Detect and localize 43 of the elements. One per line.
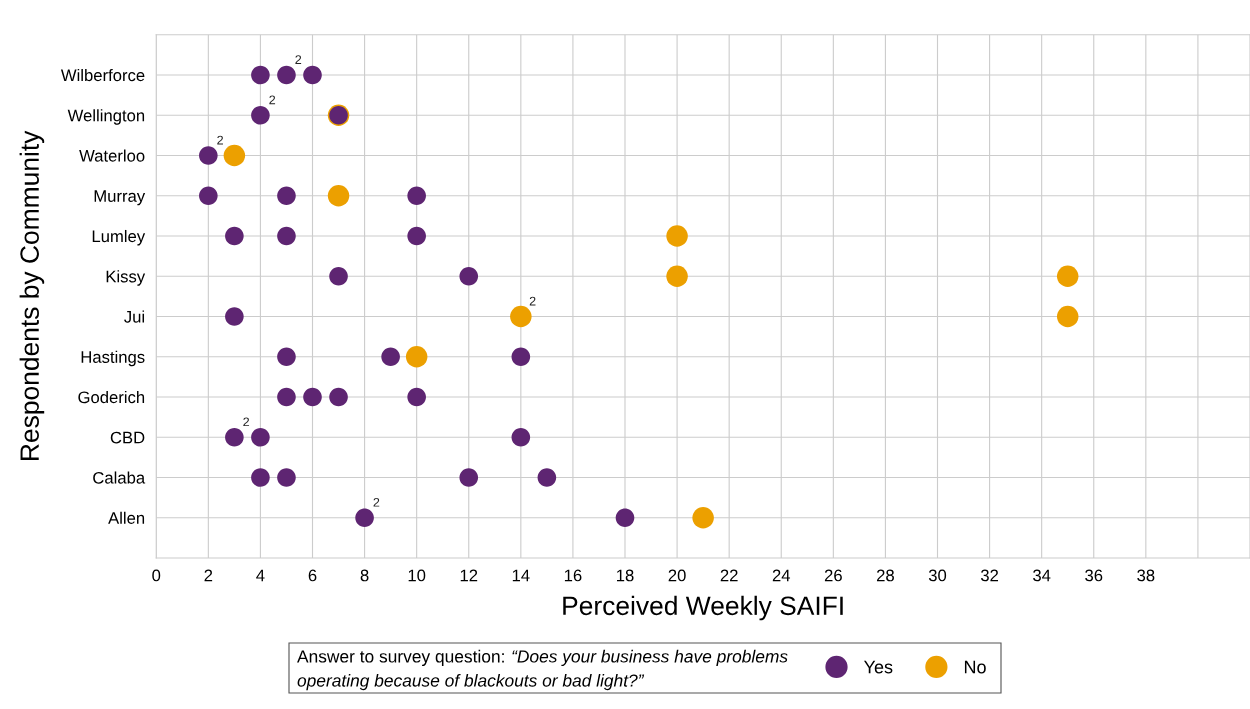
x-tick-label: 2 xyxy=(204,569,213,582)
y-tick-label: Jui xyxy=(124,310,145,323)
x-tick-label: 32 xyxy=(980,569,999,582)
annotation: 2 xyxy=(373,497,380,507)
x-tick-label: 24 xyxy=(772,569,791,582)
y-axis-title: Respondents by Community xyxy=(19,130,45,460)
y-tick-label: Hastings xyxy=(81,350,145,367)
x-axis-title: Perceived Weekly SAIFI xyxy=(563,595,843,621)
legend-title: Answer to survey question: “Does your business have problems operating because of blackouts or bad light?” xyxy=(297,649,788,691)
y-tick-label: Murray xyxy=(94,190,146,206)
y-tick-label: CBD xyxy=(110,431,145,444)
x-tick-label: 4 xyxy=(256,569,265,582)
y-tick-label: Waterloo xyxy=(79,149,145,162)
x-tick-label: 0 xyxy=(152,569,161,582)
x-tick-label: 6 xyxy=(308,569,317,582)
y-tick-label: Lumley xyxy=(92,229,146,246)
x-tick-label: 38 xyxy=(1137,569,1155,582)
annotation: 2 xyxy=(217,135,223,145)
x-tick-label: 10 xyxy=(408,569,426,582)
x-tick-label: 8 xyxy=(360,569,369,582)
x-tick-label: 34 xyxy=(1033,569,1051,582)
annotation: 2 xyxy=(269,95,276,105)
y-tick-label: Allen xyxy=(108,511,145,524)
y-tick-label: Calaba xyxy=(93,471,146,484)
x-tick-label: 22 xyxy=(720,569,738,582)
y-tick-label: Kissy xyxy=(106,270,146,286)
x-tick-label: 28 xyxy=(876,569,894,582)
x-tick-label: 16 xyxy=(564,569,582,582)
annotation: 2 xyxy=(243,417,250,427)
x-tick-label: 26 xyxy=(824,569,842,582)
x-tick-label: 30 xyxy=(928,569,947,582)
x-tick-label: 36 xyxy=(1085,569,1103,582)
y-tick-label: Wilberforce xyxy=(60,68,145,82)
annotation: 2 xyxy=(529,296,536,306)
y-tick-label: Wellington xyxy=(67,109,145,125)
y-tick-label: Goderich xyxy=(78,390,145,404)
x-tick-label: 14 xyxy=(512,569,530,582)
x-tick-label: 12 xyxy=(460,569,478,582)
legend-label: Yes xyxy=(863,660,893,674)
x-tick-label: 18 xyxy=(617,569,634,582)
x-tick-label: 20 xyxy=(668,569,686,582)
annotation: 2 xyxy=(295,55,302,64)
legend-label: No xyxy=(964,660,986,674)
